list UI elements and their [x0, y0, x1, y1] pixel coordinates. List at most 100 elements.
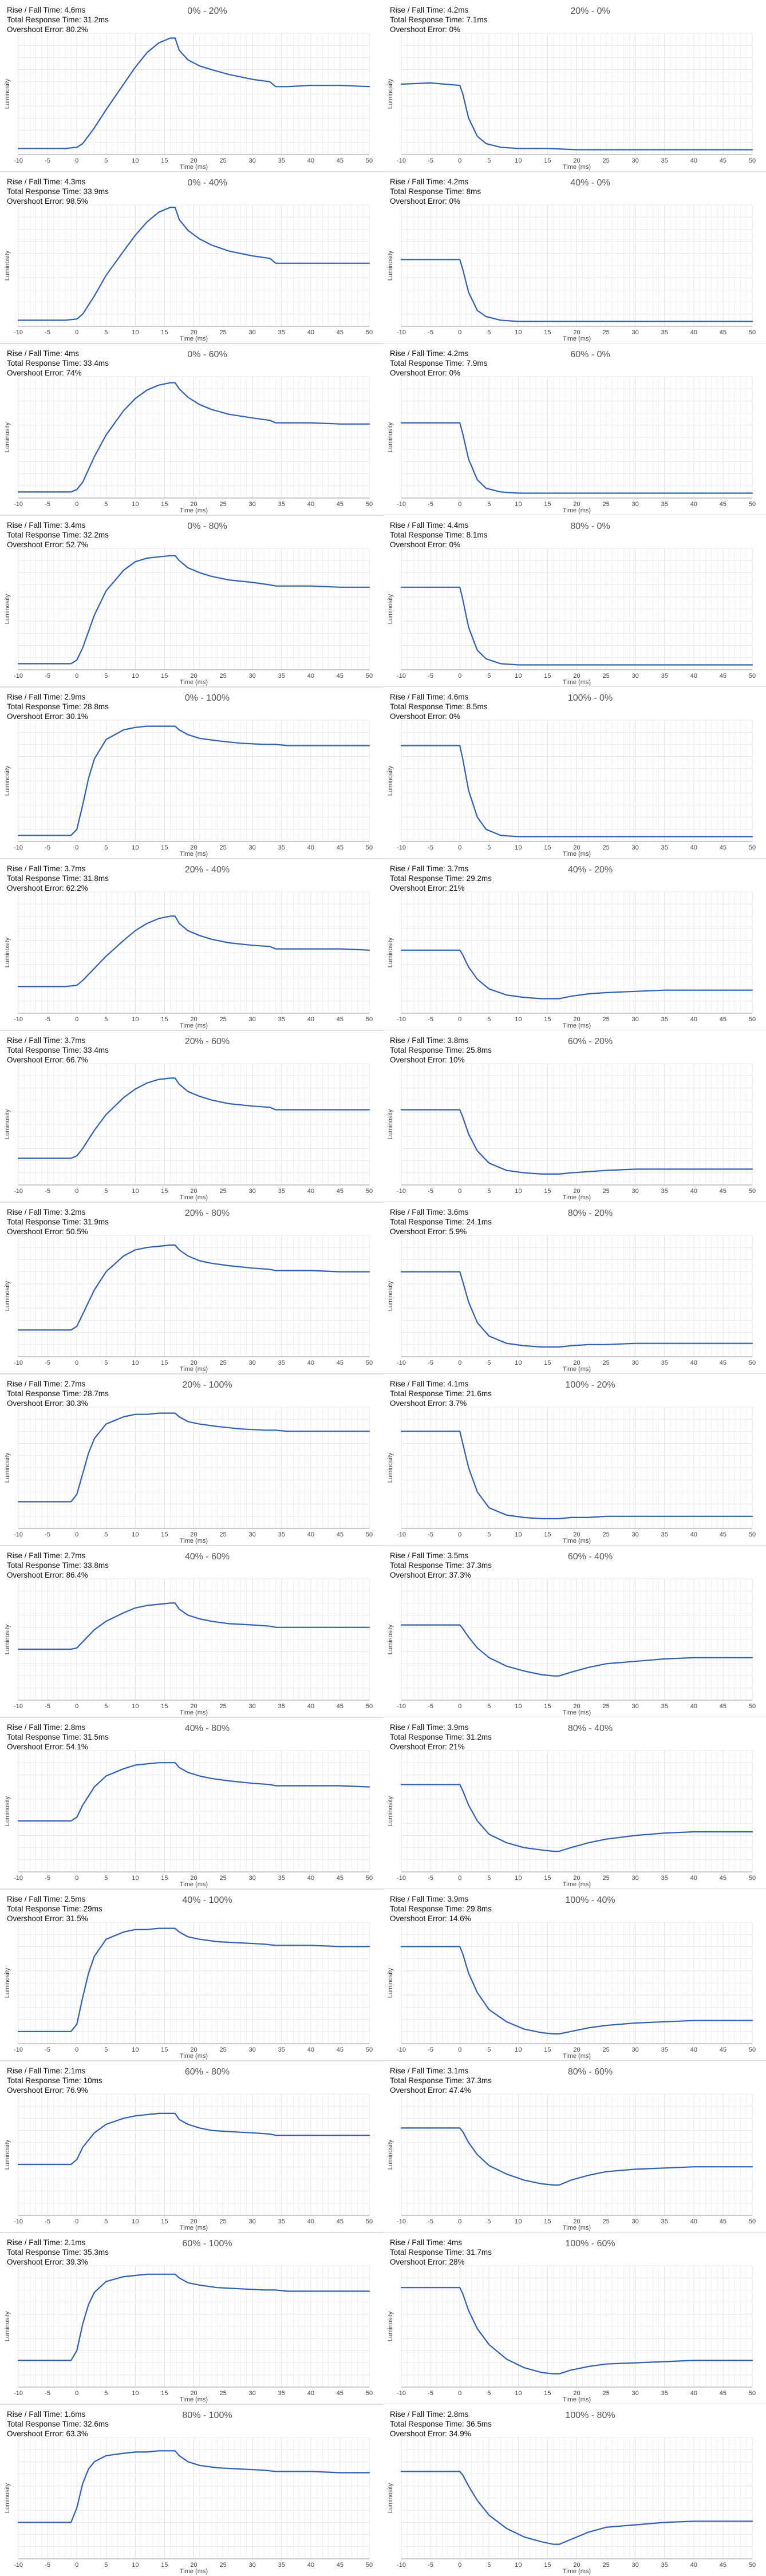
x-tick-label: 50 — [749, 501, 756, 508]
x-tick-label: 0 — [75, 1016, 78, 1023]
overshoot-error-text: Overshoot Error: 28% — [390, 2258, 465, 2266]
x-tick-label: 45 — [720, 501, 726, 508]
rise-fall-time-text: Rise / Fall Time: 4.4ms — [390, 521, 469, 530]
chart-panel: -10 -5 0 5 10 15 20 25 30 35 40 45 50 Time (ms) Lumino… — [383, 1202, 766, 1374]
overshoot-error-text: Overshoot Error: 34.9% — [390, 2429, 471, 2438]
chart-panel: -10 -5 0 5 10 15 20 25 30 35 40 45 50 Time (ms) Lumino… — [383, 687, 766, 859]
x-tick-label: 40 — [690, 673, 697, 679]
y-axis-label: Luminosity — [387, 1624, 394, 1654]
x-tick-label: 5 — [104, 1188, 108, 1195]
y-axis-label: Luminosity — [387, 1109, 394, 1139]
chart-title: 20% - 100% — [182, 1380, 232, 1390]
y-axis-label: Luminosity — [4, 1281, 11, 1311]
response-stats: Rise / Fall Time: 4.2ms Total Response Ti… — [390, 5, 487, 34]
gridlines — [401, 1922, 753, 2044]
response-stats: Rise / Fall Time: 2.5ms Total Response Ti… — [7, 1894, 102, 1923]
rise-fall-time-text: Rise / Fall Time: 4.2ms — [390, 349, 469, 358]
x-tick-label: 20 — [190, 673, 197, 679]
line-chart: -10 -5 0 5 10 15 20 25 30 35 40 45 50 Time (ms) Lumino… — [4, 1922, 373, 2060]
x-tick-label: 50 — [366, 1188, 373, 1195]
x-axis-label: Time (ms) — [180, 2053, 208, 2060]
overshoot-error-text: Overshoot Error: 14.6% — [390, 1914, 471, 1923]
x-tick-label: 40 — [690, 2046, 697, 2053]
x-tick-label: 25 — [219, 673, 226, 679]
overshoot-error-text: Overshoot Error: 0% — [390, 369, 461, 377]
x-tick-label: -10 — [14, 329, 23, 336]
x-tick-label: 5 — [487, 2390, 491, 2397]
response-stats: Rise / Fall Time: 2.7ms Total Response Ti… — [7, 1551, 109, 1580]
x-tick-label: 10 — [515, 2046, 522, 2053]
x-tick-label: 10 — [132, 844, 139, 851]
x-tick-label: 15 — [544, 844, 551, 851]
x-tick-label: 5 — [487, 1703, 491, 1710]
x-tick-label: 10 — [515, 2390, 522, 2397]
x-tick-label: -10 — [14, 2390, 23, 2397]
luminosity-series-line — [400, 1431, 753, 1520]
x-tick-label: 5 — [104, 1360, 108, 1366]
x-tick-label: 35 — [278, 1531, 285, 1538]
x-tick-label: 0 — [458, 501, 461, 508]
y-axis-label: Luminosity — [387, 937, 394, 967]
overshoot-error-text: Overshoot Error: 74% — [7, 369, 82, 377]
x-tick-label: 35 — [661, 501, 668, 508]
x-tick-label: 15 — [544, 1531, 551, 1538]
x-tick-label: 35 — [661, 1531, 668, 1538]
luminosity-series-line — [17, 1927, 370, 2032]
x-tick-label: 5 — [104, 157, 108, 164]
x-tick-label: 25 — [602, 1016, 609, 1023]
x-tick-label: 35 — [278, 157, 285, 164]
response-stats: Rise / Fall Time: 4.4ms Total Response Ti… — [390, 520, 487, 550]
x-tick-label: 15 — [544, 157, 551, 164]
chart-title: 0% - 40% — [187, 178, 227, 188]
x-tick-label: 20 — [190, 1188, 197, 1195]
rise-fall-time-text: Rise / Fall Time: 3.5ms — [390, 1551, 469, 1560]
x-tick-label: 40 — [690, 329, 697, 336]
overshoot-error-text: Overshoot Error: 0% — [390, 197, 461, 206]
x-tick-label: 50 — [749, 157, 756, 164]
x-tick-label: 50 — [366, 1875, 373, 1882]
response-stats: Rise / Fall Time: 1.6ms Total Response Ti… — [7, 2409, 109, 2439]
chart-panel: -10 -5 0 5 10 15 20 25 30 35 40 45 50 Time (ms) Lumino… — [0, 2233, 383, 2404]
x-tick-label: 45 — [337, 2046, 343, 2053]
x-tick-label: 45 — [720, 1531, 726, 1538]
overshoot-error-text: Overshoot Error: 62.2% — [7, 884, 88, 892]
x-tick-label: -10 — [397, 1875, 406, 1882]
x-tick-label: 20 — [190, 1703, 197, 1710]
x-tick-label: 5 — [104, 1531, 108, 1538]
chart-panel: -10 -5 0 5 10 15 20 25 30 35 40 45 50 Time (ms) Lumino… — [383, 2061, 766, 2233]
line-chart: -10 -5 0 5 10 15 20 25 30 35 40 45 50 Time (ms) Lumino… — [387, 2093, 756, 2231]
y-axis-label: Luminosity — [4, 1967, 11, 1998]
x-tick-label: 10 — [515, 1016, 522, 1023]
x-tick-label: 30 — [249, 157, 256, 164]
x-tick-label: -5 — [428, 844, 433, 851]
x-tick-label: 30 — [249, 1875, 256, 1882]
x-tick-label: 5 — [487, 1531, 491, 1538]
x-tick-label: 20 — [573, 2562, 580, 2569]
x-tick-label: 50 — [366, 1531, 373, 1538]
x-tick-label: 0 — [458, 1188, 461, 1195]
response-stats: Rise / Fall Time: 3.9ms Total Response Ti… — [390, 1894, 492, 1923]
overshoot-error-text: Overshoot Error: 0% — [390, 540, 461, 549]
x-tick-label: 45 — [720, 1016, 726, 1023]
x-tick-label: 40 — [690, 844, 697, 851]
x-tick-label: 15 — [161, 673, 168, 679]
line-chart: -10 -5 0 5 10 15 20 25 30 35 40 45 50 Time (ms) Lumino… — [4, 1235, 373, 1373]
line-chart: -10 -5 0 5 10 15 20 25 30 35 40 45 50 Time (ms) Lumino… — [387, 548, 756, 686]
x-tick-label: 50 — [749, 673, 756, 679]
x-tick-label: 40 — [307, 1016, 314, 1023]
x-tick-label: 10 — [132, 157, 139, 164]
x-tick-label: 20 — [190, 2046, 197, 2053]
x-tick-label: 0 — [75, 2046, 78, 2053]
line-chart: -10 -5 0 5 10 15 20 25 30 35 40 45 50 Time (ms) Lumino… — [387, 1406, 756, 1544]
x-tick-label: 20 — [573, 1188, 580, 1195]
x-tick-label: 5 — [487, 1875, 491, 1882]
gridlines — [401, 33, 753, 155]
x-tick-label: 15 — [161, 844, 168, 851]
gridlines — [401, 2093, 753, 2216]
x-tick-label: 40 — [307, 329, 314, 336]
x-tick-label: 25 — [602, 157, 609, 164]
chart-title: 40% - 80% — [184, 1724, 230, 1733]
line-chart: -10 -5 0 5 10 15 20 25 30 35 40 45 50 Time (ms) Lumino… — [4, 548, 373, 686]
line-chart: -10 -5 0 5 10 15 20 25 30 35 40 45 50 Time (ms) Lumino… — [387, 204, 756, 342]
x-tick-label: 35 — [661, 1016, 668, 1023]
